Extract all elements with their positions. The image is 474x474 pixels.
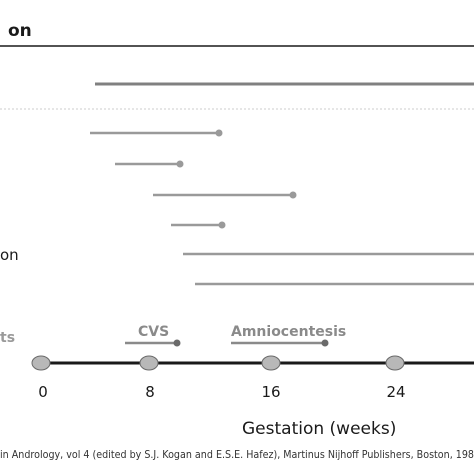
section-label: ts bbox=[0, 330, 15, 346]
timeline-bar-2 bbox=[115, 160, 184, 168]
amniocentesis-end-dot bbox=[321, 339, 329, 347]
axis-node-0 bbox=[31, 355, 51, 371]
timeline-bar-4 bbox=[171, 221, 226, 229]
timeline-bar-3 bbox=[153, 191, 297, 199]
cvs-bar bbox=[125, 339, 181, 347]
axis-title: Gestation (weeks) bbox=[242, 419, 396, 439]
bar-end-dot bbox=[176, 160, 184, 168]
amniocentesis-bar bbox=[231, 339, 329, 347]
header-title: on bbox=[8, 21, 32, 41]
cvs-end-dot bbox=[173, 339, 181, 347]
bar-end-dot bbox=[215, 129, 223, 137]
axis-tick-label: 0 bbox=[38, 383, 48, 401]
axis-tick-label: 24 bbox=[386, 383, 405, 401]
cvs-label: CVS bbox=[138, 324, 169, 340]
bar-end-dot bbox=[218, 221, 226, 229]
axis-tick-label: 16 bbox=[261, 383, 280, 401]
amniocentesis-label: Amniocentesis bbox=[231, 324, 346, 340]
axis-node-8 bbox=[139, 355, 159, 371]
timeline-bar-1 bbox=[90, 129, 223, 137]
axis-node-16 bbox=[261, 355, 281, 371]
footer-citation: in Andrology, vol 4 (edited by S.J. Koga… bbox=[0, 449, 474, 461]
row-label: on bbox=[0, 246, 19, 264]
axis-tick-label: 8 bbox=[145, 383, 155, 401]
axis-node-24 bbox=[385, 355, 405, 371]
bar-end-dot bbox=[289, 191, 297, 199]
